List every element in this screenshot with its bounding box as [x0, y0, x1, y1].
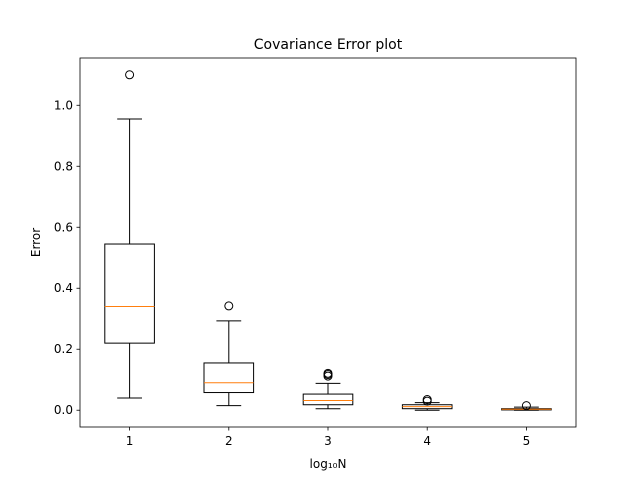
y-tick-label: 1.0: [54, 98, 73, 112]
y-tick-label: 0.4: [54, 281, 73, 295]
y-tick-label: 0.0: [54, 403, 73, 417]
x-tick-label: 3: [324, 434, 332, 448]
box-iqr: [104, 243, 155, 344]
x-tick-label: 1: [126, 434, 134, 448]
box-iqr: [302, 393, 354, 406]
axes-frame: [79, 57, 577, 428]
outlier-point: [521, 401, 531, 411]
x-tick-label: 2: [225, 434, 233, 448]
plot-area: 0.0 0.2 0.4 0.6 0.8 1.0 1 2 3 4 5: [54, 70, 552, 448]
x-tick-label: 5: [523, 434, 531, 448]
y-tick-label: 0.6: [54, 220, 73, 234]
y-tick-label: 0.2: [54, 342, 73, 356]
y-tick-label: 0.8: [54, 159, 73, 173]
x-axis-label: log₁₀N: [310, 457, 347, 471]
box-iqr: [203, 362, 255, 394]
outlier-point: [422, 395, 432, 405]
outlier-point: [125, 70, 135, 80]
outlier-point: [224, 301, 234, 311]
y-axis-label: Error: [29, 228, 43, 257]
x-tick-label: 4: [423, 434, 431, 448]
chart-title: Covariance Error plot: [254, 37, 403, 53]
outlier-point: [323, 368, 333, 378]
